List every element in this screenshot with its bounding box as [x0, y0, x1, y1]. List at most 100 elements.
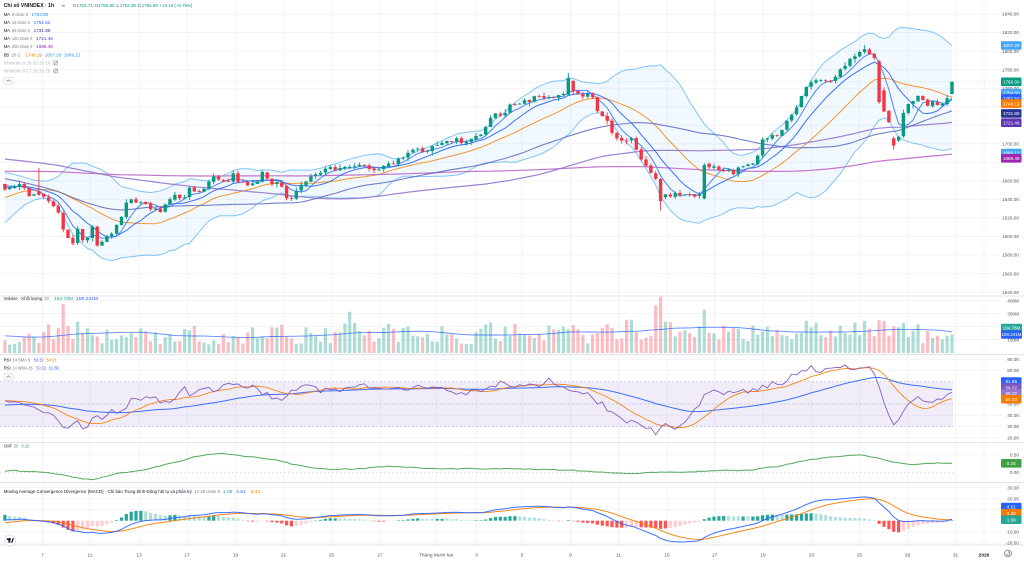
svg-text:100M: 100M [1007, 338, 1019, 343]
svg-text:1748.19: 1748.19 [25, 52, 42, 57]
svg-text:40.00: 40.00 [1007, 413, 1019, 418]
svg-text:1540.00: 1540.00 [1002, 290, 1019, 295]
svg-text:100 close 0: 100 close 0 [12, 36, 33, 41]
svg-text:BB: BB [4, 52, 10, 57]
svg-text:12 26 close 9: 12 26 close 9 [194, 489, 220, 494]
svg-text:1560.00: 1560.00 [1002, 271, 1019, 276]
svg-text:5 close 0: 5 close 0 [12, 12, 28, 17]
svg-text:15: 15 [664, 553, 670, 559]
svg-text:61.86: 61.86 [49, 365, 59, 370]
svg-text:31: 31 [953, 553, 959, 559]
svg-text:Ichimoku 9 26 52 26 26: Ichimoku 9 26 52 26 26 [4, 61, 51, 66]
svg-text:20: 20 [44, 296, 49, 301]
svg-text:7: 7 [41, 553, 44, 559]
svg-text:+13.15 (+0.75%): +13.15 (+0.75%) [158, 3, 192, 8]
svg-text:H: H [93, 3, 98, 8]
svg-text:0.50: 0.50 [1010, 453, 1020, 458]
svg-text:5: 5 [521, 553, 524, 559]
svg-text:30.00: 30.00 [1007, 485, 1019, 490]
svg-text:80.00: 80.00 [1007, 368, 1019, 373]
svg-text:1600.00: 1600.00 [1002, 234, 1019, 239]
svg-text:10 close 0: 10 close 0 [12, 20, 30, 25]
svg-text:1.08: 1.08 [1007, 517, 1016, 522]
svg-text:1731.88: 1731.88 [1003, 111, 1020, 116]
svg-text:30.00: 30.00 [1007, 424, 1019, 429]
svg-text:61.86: 61.86 [1006, 379, 1018, 384]
svg-text:50.00: 50.00 [1007, 402, 1019, 407]
svg-text:1689.12: 1689.12 [64, 52, 81, 57]
svg-text:11: 11 [88, 553, 93, 559]
svg-text:Ichimoku 9 17 26 26 26: Ichimoku 9 17 26 26 26 [4, 69, 51, 74]
svg-text:19: 19 [233, 553, 239, 559]
svg-text:Volume · Khối lượng: Volume · Khối lượng [4, 296, 43, 301]
svg-text:58.32: 58.32 [1006, 391, 1018, 396]
svg-text:CMF: CMF [4, 444, 12, 449]
svg-text:1754.80: 1754.80 [31, 12, 48, 17]
svg-text:C: C [136, 3, 142, 8]
svg-text:1807.26: 1807.26 [45, 52, 62, 57]
svg-text:11: 11 [616, 553, 621, 559]
svg-text:O: O [73, 3, 77, 8]
svg-text:1.08: 1.08 [223, 489, 233, 494]
svg-text:RSI: RSI [4, 365, 11, 370]
svg-text:Moving Average Convergence Div: Moving Average Convergence Divergence (M… [4, 488, 193, 494]
svg-text:1780.00: 1780.00 [1002, 67, 1019, 72]
svg-text:3: 3 [475, 553, 478, 559]
svg-text:1766.90: 1766.90 [1003, 80, 1020, 85]
svg-text:13: 13 [136, 553, 142, 559]
svg-text:3.43: 3.43 [1007, 511, 1016, 516]
svg-text:1760.00: 1760.00 [1002, 86, 1019, 91]
svg-text:1721.46: 1721.46 [36, 36, 53, 41]
svg-text:194.78M: 194.78M [54, 296, 73, 301]
svg-text:23: 23 [809, 553, 815, 559]
svg-text:MA: MA [4, 36, 11, 41]
svg-text:1660.00: 1660.00 [1002, 179, 1019, 184]
svg-text:50 close 0: 50 close 0 [12, 28, 30, 33]
svg-text:0.26: 0.26 [1007, 461, 1016, 466]
svg-text:1820.00: 1820.00 [1002, 30, 1019, 35]
svg-text:1766.90: 1766.90 [98, 3, 115, 8]
svg-text:1686.49: 1686.49 [1003, 156, 1020, 161]
svg-text:14 WMA 45: 14 WMA 45 [13, 365, 33, 370]
svg-text:2026: 2026 [979, 553, 990, 559]
svg-text:4.51: 4.51 [236, 489, 246, 494]
svg-text:1840.00: 1840.00 [1002, 12, 1019, 17]
svg-text:159.241M: 159.241M [76, 296, 98, 301]
svg-text:59.32: 59.32 [1006, 385, 1018, 390]
svg-text:58.32: 58.32 [34, 357, 44, 362]
svg-text:1753.71: 1753.71 [77, 3, 94, 8]
svg-text:1748.19: 1748.19 [1003, 101, 1020, 106]
svg-text:1580.00: 1580.00 [1002, 253, 1019, 258]
svg-text:9: 9 [569, 553, 572, 559]
svg-text:1766.90: 1766.90 [142, 3, 159, 8]
svg-text:MA: MA [4, 44, 11, 49]
svg-text:1700.00: 1700.00 [1002, 142, 1019, 147]
svg-text:RSI: RSI [4, 357, 11, 362]
svg-text:200 close 0: 200 close 0 [12, 44, 33, 49]
svg-text:1640.00: 1640.00 [1002, 197, 1019, 202]
svg-text:-10.00: -10.00 [1006, 529, 1020, 534]
svg-text:3.43: 3.43 [251, 489, 261, 494]
svg-text:MA: MA [4, 12, 11, 17]
svg-text:1754.80: 1754.80 [1003, 91, 1020, 96]
svg-text:29: 29 [905, 553, 911, 559]
svg-text:0.00: 0.00 [1010, 470, 1020, 475]
svg-text:L: L [115, 3, 120, 8]
svg-text:25: 25 [857, 553, 863, 559]
svg-text:1800.00: 1800.00 [1002, 49, 1019, 54]
svg-text:25: 25 [329, 553, 335, 559]
svg-text:300M: 300M [1007, 311, 1019, 316]
svg-text:Tháng Mười hai: Tháng Mười hai [419, 553, 453, 559]
svg-text:54.33: 54.33 [1006, 397, 1018, 402]
svg-text:14 SMA 9: 14 SMA 9 [13, 357, 31, 362]
svg-text:1689.12: 1689.12 [1003, 151, 1020, 156]
svg-text:17: 17 [184, 553, 190, 559]
svg-text:0.26: 0.26 [22, 444, 30, 449]
svg-text:1751.52: 1751.52 [34, 20, 51, 25]
svg-text:Chỉ số VNINDEX · 1h: Chỉ số VNINDEX · 1h [4, 2, 54, 9]
svg-text:54.33: 54.33 [46, 357, 56, 362]
svg-text:20.00: 20.00 [1007, 496, 1019, 501]
svg-text:159.241M: 159.241M [1001, 332, 1021, 337]
svg-text:59.32: 59.32 [36, 365, 46, 370]
svg-text:27: 27 [377, 553, 383, 559]
